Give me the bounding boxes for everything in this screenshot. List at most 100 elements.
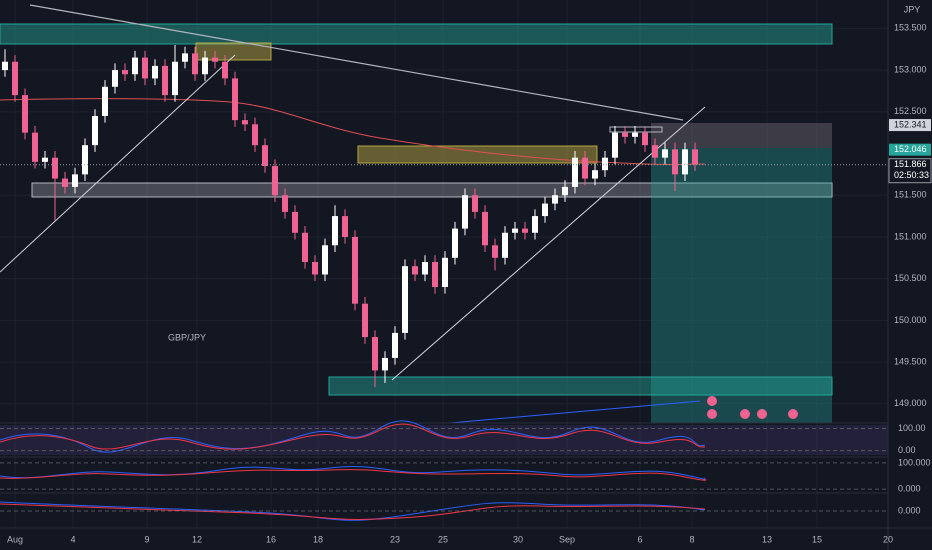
indicator-tick-label: 0.000	[898, 505, 921, 515]
x-tick-label: 8	[689, 534, 694, 544]
candle-body	[432, 261, 438, 288]
y-tick-label: 152.500	[894, 106, 927, 116]
candle-body	[172, 61, 178, 96]
candle-body	[582, 157, 588, 179]
currency-label: JPY	[904, 4, 921, 14]
candle-body	[682, 149, 688, 175]
last-price-label: 151.866	[894, 159, 927, 169]
x-tick-label: 6	[637, 534, 642, 544]
x-tick-label: 23	[390, 534, 400, 544]
event-icon[interactable]	[707, 409, 717, 419]
candle-body	[632, 132, 638, 137]
candle-body	[152, 65, 158, 79]
candle-body	[22, 95, 28, 133]
candle-body	[132, 57, 138, 75]
candle-body	[562, 186, 568, 196]
candle-body	[552, 195, 558, 204]
x-tick-label: 4	[70, 534, 75, 544]
x-tick-label: 25	[438, 534, 448, 544]
candle-body	[612, 132, 618, 158]
candle-body	[82, 145, 88, 175]
trend-line	[449, 400, 701, 424]
candle-body	[422, 261, 428, 275]
oscillator	[0, 465, 707, 481]
candles	[2, 45, 698, 388]
candle-body	[42, 157, 48, 162]
event-icon[interactable]	[707, 396, 717, 406]
price-label-box	[889, 119, 931, 132]
candle-body	[212, 57, 218, 62]
candle-body	[72, 174, 78, 187]
y-tick-label: 150.500	[894, 273, 927, 283]
candle-body	[232, 78, 238, 121]
candle-body	[262, 145, 268, 167]
price-label: 152.341	[894, 119, 927, 129]
candle-body	[332, 216, 338, 246]
candle-body	[502, 232, 508, 258]
candle-body	[312, 261, 318, 275]
macd	[0, 503, 706, 520]
target-zone	[651, 148, 832, 423]
candle-body	[692, 149, 698, 165]
candle-body	[202, 57, 208, 75]
x-tick-label: Aug	[7, 534, 23, 544]
indicator-tick-label: 0.00	[898, 445, 916, 455]
candle-body	[672, 149, 678, 175]
y-tick-label: 151.500	[894, 190, 927, 200]
oscillator	[0, 423, 706, 450]
candle-body	[192, 53, 198, 75]
candle-body	[282, 195, 288, 212]
candle-body	[542, 203, 548, 217]
x-tick-label: 20	[883, 534, 893, 544]
zone	[357, 145, 598, 164]
candle-body	[622, 132, 628, 137]
candle-body	[642, 132, 648, 146]
last-price-box	[888, 158, 932, 184]
candle-body	[242, 120, 248, 125]
x-tick-label: Sep	[559, 534, 575, 544]
zone	[328, 376, 833, 396]
countdown-label: 02:50:33	[894, 170, 929, 180]
event-icon[interactable]	[757, 409, 767, 419]
event-icon[interactable]	[740, 409, 750, 419]
axis: 153.500 153.000 152.500 151.500 151.000 150.5…	[7, 23, 932, 544]
y-tick-label: 150.000	[894, 315, 927, 325]
candle-body	[252, 124, 258, 146]
symbol-label: GBP/JPY	[168, 332, 206, 342]
candle-body	[462, 195, 468, 229]
stop-zone	[651, 123, 832, 148]
oscillator	[0, 469, 707, 481]
candle-body	[102, 86, 108, 116]
candle-body	[472, 195, 478, 212]
zone	[31, 182, 833, 198]
trend-line	[0, 54, 236, 273]
y-tick-label: 151.000	[894, 231, 927, 241]
candle-body	[602, 157, 608, 171]
candle-body	[392, 332, 398, 358]
candle-body	[142, 57, 148, 79]
y-tick-label: 153.500	[894, 23, 927, 33]
y-tick-label: 153.000	[894, 64, 927, 74]
candle-body	[372, 337, 378, 371]
candle-body	[512, 228, 518, 233]
zone	[0, 23, 833, 45]
candle-body	[62, 178, 68, 187]
candle-body	[362, 303, 368, 338]
candle-body	[112, 70, 118, 87]
candle-body	[52, 157, 58, 179]
x-tick-label: 9	[144, 534, 149, 544]
candle-body	[402, 266, 408, 333]
candle-body	[572, 157, 578, 187]
x-tick-label: 30	[513, 534, 523, 544]
indicator-band	[0, 425, 888, 455]
candle-body	[302, 232, 308, 262]
candle-body	[482, 211, 488, 246]
x-tick-label: 15	[812, 534, 822, 544]
event-icon[interactable]	[788, 409, 798, 419]
x-tick-label: 13	[762, 534, 772, 544]
candle-body	[522, 228, 528, 233]
x-tick-label: 12	[192, 534, 202, 544]
price-label-box	[889, 143, 931, 156]
